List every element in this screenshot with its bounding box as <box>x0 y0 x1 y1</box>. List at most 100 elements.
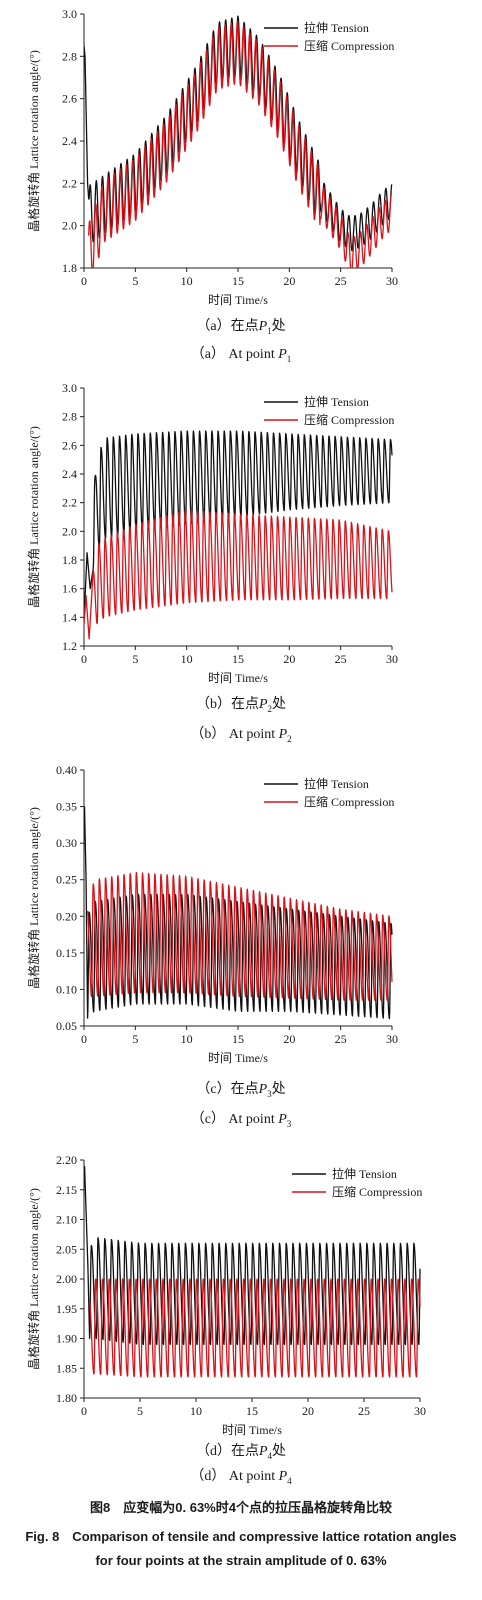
x-tick-label: 10 <box>181 1032 193 1046</box>
y-axis-title: 晶格旋转角 Lattice rotation angle/(°) <box>26 50 41 232</box>
y-tick-label: 2.00 <box>56 1272 77 1286</box>
legend-tension-label: 拉伸 Tension <box>304 394 369 409</box>
x-axis-title: 时间 Time/s <box>208 293 268 307</box>
caption-a-suffix: 处 <box>271 319 286 334</box>
y-axis-title: 晶格旋转角 Lattice rotation angle/(°) <box>26 807 41 989</box>
x-tick-label: 5 <box>137 1404 143 1418</box>
y-tick-label: 2.0 <box>62 219 77 233</box>
caption-c-zh-label: （c）在点 <box>196 1082 259 1097</box>
x-tick-label: 0 <box>81 274 87 288</box>
caption-d-en-sub: 4 <box>287 1475 292 1486</box>
x-tick-label: 5 <box>132 274 138 288</box>
caption-d-en-point: P <box>278 1469 288 1484</box>
y-tick-label: 1.95 <box>56 1302 77 1316</box>
y-tick-label: 2.05 <box>56 1242 77 1256</box>
x-tick-label: 30 <box>386 1032 398 1046</box>
caption-d-point: P <box>258 1444 268 1459</box>
x-tick-label: 0 <box>81 652 87 666</box>
caption-c-suffix: 处 <box>271 1082 286 1097</box>
y-tick-label: 2.6 <box>62 438 77 452</box>
x-tick-label: 20 <box>283 652 295 666</box>
x-tick-label: 15 <box>232 1032 244 1046</box>
caption-a-en-sub: 1 <box>286 353 292 364</box>
legend-tension-label: 拉伸 Tension <box>332 1166 397 1181</box>
y-tick-label: 1.6 <box>62 582 77 596</box>
panel-d: 1.80 1.85 1.90 1.95 2.00 2.05 2.10 2.15 2.20 0 5 10… <box>0 1140 482 1440</box>
y-tick-label: 2.10 <box>56 1213 77 1227</box>
legend-compression-label: 压缩 Compression <box>304 794 394 809</box>
legend-compression-label: 压缩 Compression <box>304 412 394 427</box>
caption-d-suffix: 处 <box>272 1444 287 1459</box>
caption-d-en-label: （d） At point <box>190 1469 276 1484</box>
x-tick-label: 25 <box>335 1032 347 1046</box>
x-tick-label: 10 <box>190 1404 202 1418</box>
caption-b-sub: 2 <box>267 703 273 714</box>
panel-c: 0.05 0.10 0.15 0.20 0.25 0.30 0.35 0.40 0 5 10 15 20… <box>0 758 482 1068</box>
legend-tension-label: 拉伸 Tension <box>304 20 369 35</box>
x-tick-label: 10 <box>181 652 193 666</box>
y-tick-label: 0.20 <box>56 909 77 923</box>
caption-a-zh: （a）在点P1处 <box>0 318 482 340</box>
y-tick-label: 2.15 <box>56 1183 77 1197</box>
caption-c-en-label: （c） At point <box>190 1112 275 1127</box>
x-axis-title: 时间 Time/s <box>208 1051 268 1065</box>
panel-a: 1.8 2.0 2.2 2.4 2.6 2.8 3.0 0 5 10 15 20 25 30 时间 Time… <box>0 0 482 315</box>
caption-a-sub: 1 <box>267 325 272 336</box>
y-tick-label: 2.8 <box>62 410 77 424</box>
x-tick-label: 20 <box>283 274 295 288</box>
compression-series-line <box>84 509 393 640</box>
caption-c-point: P <box>258 1082 268 1097</box>
caption-c-sub: 3 <box>267 1088 272 1099</box>
y-tick-label: 2.4 <box>62 467 77 481</box>
chart-a: 1.8 2.0 2.2 2.4 2.6 2.8 3.0 0 5 10 15 20 25 30 时间 Time… <box>26 7 398 307</box>
y-tick-label: 3.0 <box>62 381 77 395</box>
y-tick-label: 1.85 <box>56 1361 77 1375</box>
caption-a-en-label: （a） At point <box>190 347 275 362</box>
legend-compression-label: 压缩 Compression <box>304 38 394 53</box>
caption-b-point: P <box>258 697 268 712</box>
x-tick-label: 0 <box>81 1032 87 1046</box>
y-tick-label: 0.30 <box>56 836 77 850</box>
caption-a-en-point: P <box>278 347 287 362</box>
x-tick-label: 15 <box>232 652 244 666</box>
caption-c-en-sub: 3 <box>286 1118 292 1129</box>
x-axis-title: 时间 Time/s <box>208 671 268 685</box>
panel-b: 1.2 1.4 1.6 1.8 2.0 2.2 2.4 2.6 2.8 3.0 0 5 10 15 20 25… <box>0 378 482 693</box>
caption-c-zh: （c）在点P3处 <box>0 1081 482 1103</box>
x-tick-label: 30 <box>414 1404 426 1418</box>
x-tick-label: 20 <box>302 1404 314 1418</box>
x-tick-label: 25 <box>335 652 347 666</box>
caption-b-zh: （b）在点P2处 <box>0 696 482 718</box>
caption-b-en-sub: 2 <box>287 733 292 744</box>
y-tick-label: 0.15 <box>56 946 77 960</box>
caption-a-zh-label: （a）在点 <box>196 319 259 334</box>
x-tick-label: 25 <box>335 274 347 288</box>
caption-c-en: （c） At point P3 <box>0 1111 482 1133</box>
caption-a-point: P <box>258 319 268 334</box>
y-tick-label: 1.8 <box>62 553 77 567</box>
caption-d-en: （d） At point P4 <box>0 1468 482 1490</box>
x-tick-label: 10 <box>181 274 193 288</box>
caption-a-en: （a） At point P1 <box>0 346 482 368</box>
y-tick-label: 0.25 <box>56 873 77 887</box>
x-tick-label: 30 <box>386 652 398 666</box>
chart-b: 1.2 1.4 1.6 1.8 2.0 2.2 2.4 2.6 2.8 3.0 0 5 10 15 20 25… <box>26 381 398 685</box>
x-tick-label: 25 <box>358 1404 370 1418</box>
caption-b-en-label: （b） At point <box>190 727 276 742</box>
x-tick-label: 15 <box>232 274 244 288</box>
y-tick-label: 2.4 <box>62 134 77 148</box>
caption-b-en: （b） At point P2 <box>0 726 482 748</box>
y-tick-label: 2.2 <box>62 176 77 190</box>
y-tick-label: 1.4 <box>62 610 77 624</box>
y-axis-title: 晶格旋转角 Lattice rotation angle/(°) <box>26 1188 41 1370</box>
caption-d-zh-label: （d）在点 <box>195 1444 259 1459</box>
x-tick-label: 15 <box>246 1404 258 1418</box>
y-tick-label: 1.90 <box>56 1332 77 1346</box>
legend-tension-label: 拉伸 Tension <box>304 776 369 791</box>
x-tick-label: 30 <box>386 274 398 288</box>
y-tick-label: 2.8 <box>62 49 77 63</box>
y-tick-label: 2.0 <box>62 524 77 538</box>
y-tick-label: 2.6 <box>62 92 77 106</box>
x-axis-title: 时间 Time/s <box>222 1423 282 1437</box>
y-tick-label: 2.20 <box>56 1153 77 1167</box>
